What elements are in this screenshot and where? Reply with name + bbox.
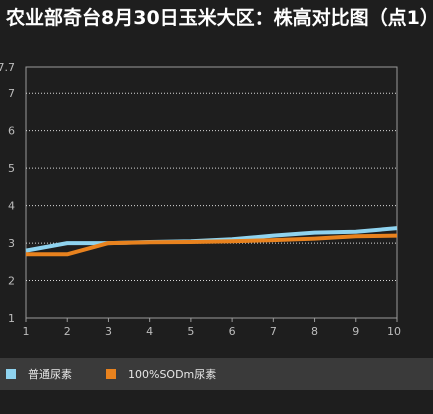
line-chart: 1 2 3 4 5 6 7 7.7 1 2 3 4 5 6 7 8 9 10 xyxy=(0,61,401,338)
chart-title: 农业部奇台8月30日玉米大区：株高对比图（点1） xyxy=(6,7,433,29)
legend: 普通尿素 100%SODm尿素 xyxy=(0,358,433,390)
series-line-2 xyxy=(26,233,398,257)
x-tick-label: 3 xyxy=(105,325,112,338)
x-tick-label: 4 xyxy=(146,325,153,338)
legend-label-series-2: 100%SODm尿素 xyxy=(128,368,217,381)
y-tick-label: 2 xyxy=(8,275,15,288)
series-line-1 xyxy=(25,226,398,253)
legend-swatch-series-2 xyxy=(106,369,116,379)
plot-frame xyxy=(25,66,398,319)
legend-item-series-2[interactable]: 100%SODm尿素 xyxy=(106,368,216,382)
x-tick-label: 8 xyxy=(311,325,318,338)
footer-strip xyxy=(0,390,433,414)
legend-swatch-series-1 xyxy=(6,369,16,379)
x-tick-label: 2 xyxy=(64,325,71,338)
y-tick-label: 6 xyxy=(8,125,15,138)
x-tick-label: 7 xyxy=(270,325,277,338)
y-tick-label: 7 xyxy=(8,87,15,100)
y-tick-label: 4 xyxy=(8,200,15,213)
x-tick-label: 9 xyxy=(352,325,359,338)
x-tick-label: 5 xyxy=(187,325,194,338)
y-tick-label: 7.7 xyxy=(0,61,15,74)
legend-label-series-1: 普通尿素 xyxy=(28,368,72,381)
y-tick-label: 5 xyxy=(8,162,15,175)
x-tick-label: 1 xyxy=(23,325,30,338)
legend-item-series-1[interactable]: 普通尿素 xyxy=(6,368,72,382)
y-tick-label: 1 xyxy=(8,312,15,325)
x-tick-label: 10 xyxy=(387,325,401,338)
x-tick-label: 6 xyxy=(229,325,236,338)
y-tick-label: 3 xyxy=(8,237,15,250)
